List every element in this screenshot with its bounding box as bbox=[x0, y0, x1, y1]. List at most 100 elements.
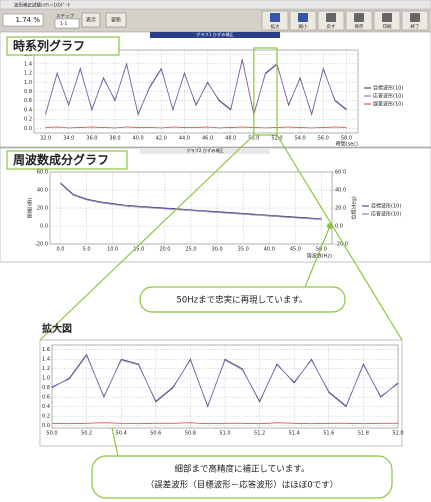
callout-line bbox=[304, 225, 331, 288]
label-box bbox=[6, 150, 128, 170]
legend-label: 応答波形(10) bbox=[373, 93, 403, 100]
zoom-connector bbox=[39, 134, 255, 341]
window-title: 波形補正試験(ﾒﾓﾘ=10)ﾃﾞｰﾀ bbox=[14, 2, 70, 9]
update-button-label: 更新 bbox=[111, 17, 121, 24]
callout-text: （誤差波形（目標波形－応答波形）はほぼ0です） bbox=[146, 480, 338, 491]
chart-title: 周波数成分グラフ bbox=[13, 152, 109, 167]
x-tick-label: 42.0 bbox=[156, 136, 167, 142]
y2-tick-label: -20.0 bbox=[335, 242, 348, 248]
y-tick-label: 1.0 bbox=[42, 376, 50, 382]
step-value: 1-1 bbox=[60, 21, 67, 27]
y-tick-label: 0.6 bbox=[42, 395, 50, 401]
x-tick-label: 20.0 bbox=[159, 247, 170, 253]
callout-text: 細部まで高精度に補正しています。 bbox=[175, 464, 310, 475]
x-tick-label: 50.0 bbox=[316, 247, 327, 253]
chart-header: グラフ2 ひずみ補正 bbox=[186, 147, 224, 154]
x-tick-label: 35.0 bbox=[238, 247, 249, 253]
x-tick-label: 50.6 bbox=[150, 431, 161, 437]
y-tick-label: 0.4 bbox=[42, 404, 50, 410]
x-tick-label: 50.2 bbox=[81, 431, 92, 437]
series-line bbox=[60, 182, 322, 220]
x-tick-label: 46.0 bbox=[202, 136, 213, 142]
y2-axis-label: 位相(deg) bbox=[351, 196, 358, 219]
percent: 1.74 % bbox=[16, 16, 41, 24]
x-tick-label: 15.0 bbox=[133, 247, 144, 253]
title-bar bbox=[0, 0, 431, 10]
series-line bbox=[51, 422, 398, 425]
x-tick-label: 52.0 bbox=[271, 136, 282, 142]
x-tick-label: 52.0 bbox=[392, 431, 403, 437]
percent-box bbox=[2, 13, 44, 27]
y2-tick-label: 40.0 bbox=[335, 188, 346, 194]
toolbar-label: 印刷 bbox=[383, 23, 392, 30]
y2-tick-label: 60.0 bbox=[335, 170, 346, 176]
x-tick-label: 30.0 bbox=[212, 247, 223, 253]
y-tick-label: 0.0 bbox=[40, 224, 48, 230]
toolbar-icon bbox=[326, 13, 336, 22]
x-tick-label: 48.0 bbox=[225, 136, 236, 142]
x-tick-label: 54.0 bbox=[295, 136, 306, 142]
x-axis-label: 時間(sec) bbox=[336, 142, 358, 148]
x-tick-label: 32.0 bbox=[40, 136, 51, 142]
y-tick-label: 0.0 bbox=[24, 126, 32, 132]
x-tick-label: 50.4 bbox=[116, 431, 127, 437]
x-tick-label: 50.8 bbox=[185, 431, 196, 437]
series-line bbox=[45, 60, 347, 115]
toolbar-label: 縮小 bbox=[299, 23, 308, 30]
callout-line bbox=[111, 427, 119, 457]
y-tick-label: 1.6 bbox=[42, 347, 50, 353]
x-tick-label: 51.6 bbox=[323, 431, 334, 437]
y-tick-label: 0.2 bbox=[24, 117, 32, 123]
x-tick-label: 51.0 bbox=[219, 431, 230, 437]
x-tick-label: 5.0 bbox=[83, 247, 91, 253]
y-tick-label: -20.0 bbox=[35, 242, 48, 248]
y-tick-label: 1.4 bbox=[24, 61, 32, 67]
x-tick-label: 56.0 bbox=[318, 136, 329, 142]
y-tick-label: 0.8 bbox=[42, 385, 50, 391]
zoom-connector bbox=[276, 134, 403, 341]
y-tick-label: 1.2 bbox=[24, 71, 32, 77]
y-tick-label: 1.2 bbox=[42, 366, 50, 372]
x-tick-label: 0.0 bbox=[56, 247, 64, 253]
x-tick-label: 51.4 bbox=[289, 431, 300, 437]
toolbar-label: 終了 bbox=[411, 23, 420, 30]
update-button[interactable] bbox=[105, 12, 127, 28]
y-axis-label: 振幅(dB) bbox=[27, 198, 34, 219]
step-label: ステップ bbox=[56, 14, 74, 20]
chart-header-bar bbox=[150, 32, 280, 38]
x-tick-label: 44.0 bbox=[179, 136, 190, 142]
x-tick-label: 51.8 bbox=[358, 431, 369, 437]
legend-label: 目標波形(10) bbox=[373, 85, 403, 92]
y-tick-label: 0.6 bbox=[24, 98, 32, 104]
legend-label: 目標波形(10) bbox=[371, 203, 401, 210]
toolbar-label: 戻す bbox=[327, 23, 336, 30]
x-tick-label: 38.0 bbox=[109, 136, 120, 142]
display-button-label: 表示 bbox=[86, 17, 96, 24]
x-tick-label: 25.0 bbox=[185, 247, 196, 253]
legend-label: 応答波形(10) bbox=[371, 211, 401, 218]
x-tick-label: 40.0 bbox=[264, 247, 275, 253]
x-tick-label: 58.0 bbox=[341, 136, 352, 142]
x-axis-label: 周波数(Hz) bbox=[307, 253, 332, 260]
chart-title: 拡大図 bbox=[42, 322, 72, 335]
x-tick-label: 45.0 bbox=[290, 247, 301, 253]
y-tick-label: 0.0 bbox=[42, 423, 50, 429]
step-select[interactable] bbox=[54, 18, 80, 29]
toolbar-label: 保存 bbox=[355, 23, 364, 30]
y-tick-label: 20.0 bbox=[37, 206, 48, 212]
y-tick-label: 0.4 bbox=[24, 107, 32, 113]
toolbar-icon bbox=[382, 13, 392, 22]
series-line bbox=[51, 354, 399, 407]
chart-header: グラフ1 ひずみ補正 bbox=[196, 31, 234, 38]
chart-title: 時系列グラフ bbox=[13, 38, 85, 53]
toolbar-icon bbox=[298, 13, 308, 22]
x-tick-label: 51.2 bbox=[254, 431, 265, 437]
legend-label: 誤差波形(10) bbox=[373, 101, 403, 108]
toolbar-icon bbox=[270, 13, 280, 22]
x-tick-label: 50.0 bbox=[248, 136, 259, 142]
x-tick-label: 36.0 bbox=[86, 136, 97, 142]
series-line bbox=[60, 183, 322, 221]
y-tick-label: 40.0 bbox=[37, 188, 48, 194]
display-button[interactable] bbox=[81, 12, 101, 28]
